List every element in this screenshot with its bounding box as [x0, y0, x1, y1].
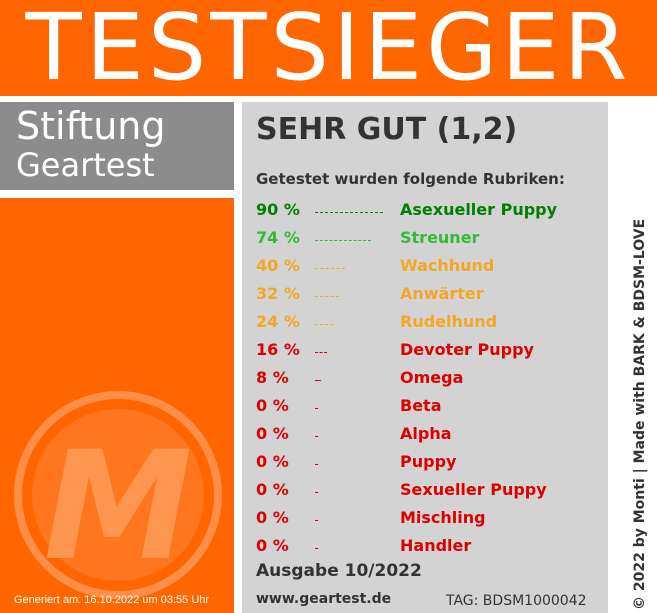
- rubric-name: Streuner: [400, 228, 480, 247]
- brand-line-1: Stiftung: [16, 104, 166, 148]
- panel-divider: [234, 102, 242, 613]
- rubric-row: 24 % Rudelhund: [256, 310, 596, 338]
- rubric-percent: 8 %: [256, 368, 289, 387]
- result-panel: SEHR GUT (1,2) Getestet wurden folgende …: [242, 102, 608, 613]
- rubric-row: 0 % Mischling: [256, 506, 596, 534]
- logo-letter: M: [43, 420, 192, 594]
- rubric-percent: 0 %: [256, 424, 289, 443]
- rubric-percent: 24 %: [256, 312, 300, 331]
- m-logo-icon: M: [14, 391, 222, 599]
- rubric-row: 0 % Handler: [256, 534, 596, 562]
- rubric-bar: [315, 324, 333, 325]
- rubric-row: 0 % Sexueller Puppy: [256, 478, 596, 506]
- brand-divider: [0, 190, 234, 198]
- rubric-bar: [315, 492, 318, 493]
- rubric-name: Mischling: [400, 508, 486, 527]
- copyright-credit: © 2022 by Monti | Made with BARK & BDSM-…: [632, 218, 648, 610]
- rubric-bar: [315, 268, 345, 269]
- rubric-name: Wachhund: [400, 256, 495, 275]
- rubric-bar: [315, 212, 383, 213]
- rubric-bar: [315, 436, 318, 437]
- website-link[interactable]: www.geartest.de: [256, 591, 392, 607]
- rubric-bar: [315, 464, 318, 465]
- right-strip: [608, 102, 657, 613]
- rubric-row: 40 % Wachhund: [256, 254, 596, 282]
- rubric-percent: 0 %: [256, 536, 289, 555]
- rubric-row: 8 % Omega: [256, 366, 596, 394]
- rubric-bar: [315, 520, 318, 521]
- rubric-percent: 40 %: [256, 256, 300, 275]
- tag-label: TAG: BDSM1000042: [446, 593, 587, 609]
- rubric-name: Omega: [400, 368, 464, 387]
- rubric-bar: [315, 296, 339, 297]
- rubric-row: 0 % Alpha: [256, 422, 596, 450]
- brand-line-2: Geartest: [16, 146, 155, 184]
- rubric-row: 74 % Streuner: [256, 226, 596, 254]
- rubric-percent: 16 %: [256, 340, 300, 359]
- rubric-name: Anwärter: [400, 284, 484, 303]
- rubric-percent: 0 %: [256, 508, 289, 527]
- rubric-percent: 0 %: [256, 396, 289, 415]
- rubric-row: 16 % Devoter Puppy: [256, 338, 596, 366]
- rubric-percent: 32 %: [256, 284, 300, 303]
- rubric-name: Alpha: [400, 424, 452, 443]
- rubric-name: Handler: [400, 536, 472, 555]
- rubric-name: Asexueller Puppy: [400, 200, 558, 219]
- rubric-row: 0 % Beta: [256, 394, 596, 422]
- rubric-bar: [315, 548, 318, 549]
- generated-timestamp: Generiert am: 16.10.2022 um 03:55 Uhr: [14, 594, 210, 606]
- rubric-list: 90 % Asexueller Puppy 74 % Streuner 40 % Wach…: [256, 198, 596, 562]
- rubric-percent: 74 %: [256, 228, 300, 247]
- grade-heading: SEHR GUT (1,2): [256, 112, 518, 147]
- rubrics-subtitle: Getestet wurden folgende Rubriken:: [256, 170, 565, 188]
- rubric-bar: [315, 380, 321, 381]
- rubric-name: Puppy: [400, 452, 457, 471]
- rubric-name: Devoter Puppy: [400, 340, 534, 359]
- banner-divider: [0, 96, 657, 102]
- rubric-percent: 0 %: [256, 480, 289, 499]
- rubric-row: 0 % Puppy: [256, 450, 596, 478]
- rubric-name: Rudelhund: [400, 312, 498, 331]
- rubric-bar: [315, 240, 371, 241]
- brand-box: Stiftung Geartest: [0, 102, 234, 190]
- rubric-percent: 90 %: [256, 200, 300, 219]
- rubric-bar: [315, 352, 327, 353]
- rubric-row: 90 % Asexueller Puppy: [256, 198, 596, 226]
- rubric-bar: [315, 408, 318, 409]
- rubric-percent: 0 %: [256, 452, 289, 471]
- rubric-name: Beta: [400, 396, 442, 415]
- rubric-row: 32 % Anwärter: [256, 282, 596, 310]
- issue-label: Ausgabe 10/2022: [256, 561, 422, 581]
- testsieger-banner: TESTSIEGER: [0, 0, 657, 96]
- rubric-name: Sexueller Puppy: [400, 480, 547, 499]
